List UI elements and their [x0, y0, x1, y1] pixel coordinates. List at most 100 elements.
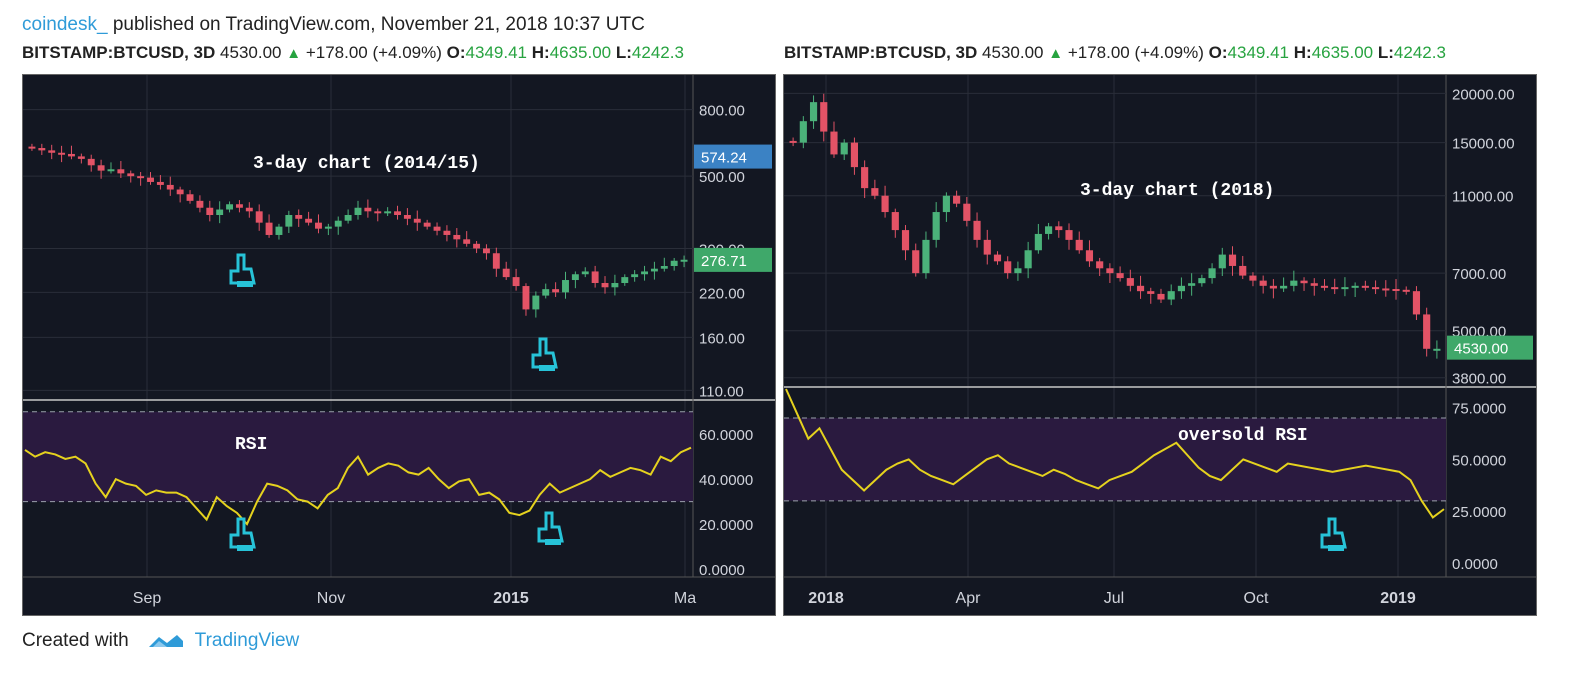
time-tick-label: Ma [674, 590, 696, 607]
low-value: 4242.3 [631, 43, 684, 62]
candle-body [77, 156, 85, 159]
candle-body [413, 218, 421, 223]
time-tick-label: 2019 [1380, 590, 1416, 607]
candle-body [117, 169, 125, 174]
candle-body [1412, 291, 1421, 315]
candle-body [512, 277, 520, 287]
candle-body [107, 169, 115, 172]
candle-body [255, 211, 263, 223]
hand-pointer-icon [229, 517, 256, 551]
pointer-hand-cuff [1328, 545, 1344, 551]
candle-body [1116, 273, 1124, 279]
open-value: 4349.41 [1227, 43, 1289, 62]
price-tick-label: 20000.00 [1452, 86, 1515, 103]
hand-pointer-icon [229, 253, 256, 287]
candle-body [1106, 268, 1114, 274]
candle-body [891, 212, 899, 231]
candle-body [932, 212, 940, 240]
brand-name[interactable]: coindesk_ [22, 14, 108, 35]
candle-body [1249, 275, 1257, 281]
candle-body [542, 289, 550, 296]
chart-2014-svg[interactable]: 800.00500.00300.00220.00160.00110.00574.… [23, 75, 775, 615]
candle-body [433, 226, 441, 231]
price-tick-label: 160.00 [699, 330, 745, 347]
candle-body [1198, 278, 1206, 284]
candle-body [156, 181, 164, 185]
up-arrow-icon: ▲ [286, 45, 302, 62]
price-tick-label: 15000.00 [1452, 136, 1515, 153]
candle-body [611, 283, 619, 288]
candle-body [1402, 289, 1410, 292]
rsi-tick-label: 0.0000 [699, 562, 745, 579]
high-label: H: [531, 43, 550, 62]
candle-body [216, 209, 224, 216]
ticker-change: +178.00 (+4.09%) [305, 43, 442, 62]
price-tick-label: 220.00 [699, 285, 745, 302]
publish-info: published on TradingView.com, November 2… [107, 14, 645, 35]
candle-body [1014, 268, 1022, 274]
rsi-line [24, 446, 692, 526]
candle-body [315, 222, 322, 229]
candle-body [1004, 261, 1012, 274]
candle-body [1157, 293, 1165, 300]
price-tag-label: 574.24 [701, 150, 747, 167]
ticker-change: +178.00 (+4.09%) [1067, 43, 1204, 62]
pointer-hand-shape [229, 253, 256, 285]
ticker-left: BITSTAMP:BTCUSD, 3D 4530.00 ▲ +178.00 (+… [22, 43, 774, 63]
low-label: L: [1377, 43, 1394, 62]
candle-body [235, 204, 243, 208]
chart-title: 3-day chart (2018) [1080, 181, 1274, 201]
pointer-hand-shape [1320, 517, 1347, 549]
candle-body [601, 283, 609, 288]
candle-body [344, 215, 352, 221]
candle-body [850, 142, 858, 168]
candle-body [176, 189, 184, 195]
candle-body [68, 153, 75, 157]
price-tag-bg [694, 247, 772, 272]
candle-body [97, 165, 105, 171]
candle-body [482, 248, 490, 254]
candle-body [532, 295, 540, 310]
candle-body [1280, 285, 1288, 289]
time-tick-label: Apr [956, 590, 982, 607]
rsi-tick-label: 50.0000 [1452, 452, 1506, 469]
candle-body [670, 260, 678, 267]
candle-body [840, 142, 848, 155]
chart-panel-2018[interactable]: 20000.00 15000.00 11000.00 7000.00 5000.00 38… [783, 74, 1537, 616]
ticker-price: 4530.00 [982, 43, 1044, 62]
candle-body [830, 131, 838, 155]
pointer-hand-cuff [237, 545, 253, 551]
candle-body [186, 194, 194, 201]
candle-body [799, 121, 807, 143]
candle-body [650, 268, 658, 272]
candle-body [953, 195, 961, 204]
low-value: 4242.3 [1393, 43, 1446, 62]
publish-header: coindesk_ published on TradingView.com, … [22, 14, 645, 36]
candle-body [1096, 261, 1104, 269]
high-label: H: [1293, 43, 1312, 62]
time-tick-label: 2018 [808, 590, 844, 607]
price-tag-bg [694, 144, 772, 169]
candle-body [324, 226, 332, 229]
candle-body [912, 250, 920, 274]
open-label: O: [446, 43, 466, 62]
chart-2018-svg[interactable]: 20000.0015000.0011000.007000.005000.0038… [784, 75, 1536, 615]
chart-panel-2014[interactable]: 800.00500.00300.00220.00160.00110.00574.… [22, 74, 776, 616]
ticker-symbol: BITSTAMP:BTCUSD, 3D [22, 43, 216, 62]
candle-body [28, 146, 36, 149]
price-tag-bg [1447, 335, 1533, 360]
candle-body [1310, 283, 1318, 286]
open-label: O: [1208, 43, 1228, 62]
candle-body [1361, 285, 1369, 288]
candle-body [591, 271, 599, 284]
candle-body [1045, 226, 1053, 234]
candle-body [196, 200, 204, 208]
candle-body [1208, 268, 1216, 279]
rsi-band [784, 417, 1446, 501]
candle-body [295, 215, 303, 219]
price-tick-label: 7000.00 [1452, 266, 1506, 283]
tradingview-link[interactable]: TradingView [194, 630, 300, 651]
candle-body [1290, 280, 1298, 286]
candle-body [384, 211, 392, 214]
candle-body [1075, 239, 1083, 251]
